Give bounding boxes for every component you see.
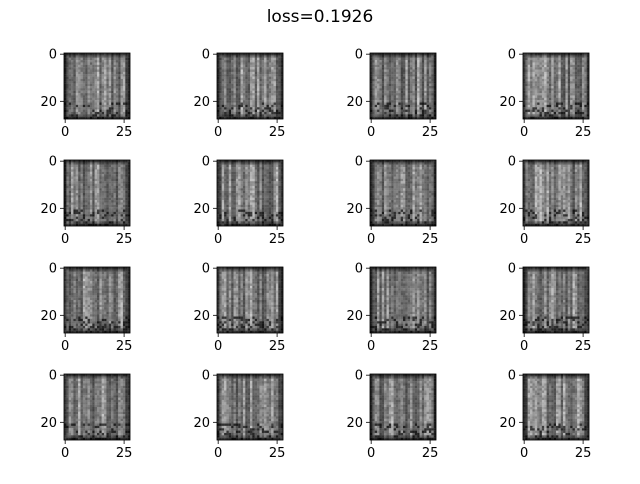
x-tick-label: 25 bbox=[269, 446, 286, 461]
generated-image bbox=[217, 53, 283, 119]
y-tick-label: 0 bbox=[49, 262, 57, 277]
y-tick-label: 0 bbox=[355, 369, 363, 384]
y-tick-label: 20 bbox=[40, 95, 57, 110]
generated-image bbox=[217, 374, 283, 440]
generated-image bbox=[370, 267, 436, 333]
generated-image bbox=[370, 53, 436, 119]
x-tick-label: 25 bbox=[269, 339, 286, 354]
x-tick-label: 0 bbox=[367, 339, 375, 354]
x-tick-label: 0 bbox=[367, 446, 375, 461]
y-tick-label: 0 bbox=[202, 262, 210, 277]
y-tick-label: 0 bbox=[202, 48, 210, 63]
x-tick-label: 0 bbox=[367, 232, 375, 247]
subplot-2-3: 0 25 0 20 bbox=[499, 262, 591, 354]
y-tick-label: 0 bbox=[49, 369, 57, 384]
x-tick-label: 0 bbox=[61, 125, 69, 140]
generated-image bbox=[370, 374, 436, 440]
x-tick-label: 0 bbox=[61, 232, 69, 247]
subplot-0-3: 0 25 0 20 bbox=[499, 48, 591, 140]
x-tick-label: 25 bbox=[422, 446, 439, 461]
x-tick-label: 25 bbox=[575, 339, 592, 354]
x-tick-label: 25 bbox=[575, 125, 592, 140]
subplot-1-0: 0 25 0 20 bbox=[40, 155, 132, 247]
x-tick-label: 25 bbox=[116, 125, 133, 140]
x-tick-label: 0 bbox=[214, 125, 222, 140]
y-tick-label: 20 bbox=[193, 202, 210, 217]
x-tick-label: 25 bbox=[116, 232, 133, 247]
x-tick-label: 0 bbox=[61, 446, 69, 461]
x-tick-label: 25 bbox=[422, 125, 439, 140]
subplot-2-2: 0 25 0 20 bbox=[346, 262, 438, 354]
subplot-0-0: 0 25 0 20 bbox=[40, 48, 132, 140]
x-tick-label: 25 bbox=[116, 446, 133, 461]
y-tick-label: 20 bbox=[40, 202, 57, 217]
y-tick-label: 0 bbox=[508, 155, 516, 170]
subplot-2-1: 0 25 0 20 bbox=[193, 262, 285, 354]
x-tick-label: 0 bbox=[214, 446, 222, 461]
x-tick-label: 0 bbox=[367, 125, 375, 140]
y-tick-label: 20 bbox=[193, 416, 210, 431]
y-tick-label: 0 bbox=[508, 48, 516, 63]
generated-image bbox=[217, 267, 283, 333]
subplot-0-2: 0 25 0 20 bbox=[346, 48, 438, 140]
y-tick-label: 0 bbox=[202, 155, 210, 170]
x-tick-label: 0 bbox=[520, 339, 528, 354]
subplot-3-1: 0 25 0 20 bbox=[193, 369, 285, 461]
subplot-1-3: 0 25 0 20 bbox=[499, 155, 591, 247]
generated-image bbox=[370, 160, 436, 226]
generated-image bbox=[523, 53, 589, 119]
subplot-1-1: 0 25 0 20 bbox=[193, 155, 285, 247]
generated-image bbox=[64, 267, 130, 333]
y-tick-label: 0 bbox=[202, 369, 210, 384]
x-tick-label: 0 bbox=[214, 232, 222, 247]
generated-image bbox=[523, 160, 589, 226]
x-tick-label: 0 bbox=[520, 232, 528, 247]
subplot-1-2: 0 25 0 20 bbox=[346, 155, 438, 247]
x-tick-label: 25 bbox=[422, 339, 439, 354]
x-tick-label: 25 bbox=[269, 232, 286, 247]
x-tick-label: 0 bbox=[214, 339, 222, 354]
subplot-0-1: 0 25 0 20 bbox=[193, 48, 285, 140]
figure-title: loss=0.1926 bbox=[0, 7, 640, 27]
y-tick-label: 20 bbox=[193, 309, 210, 324]
y-tick-label: 20 bbox=[193, 95, 210, 110]
subplot-3-0: 0 25 0 20 bbox=[40, 369, 132, 461]
x-tick-label: 0 bbox=[520, 446, 528, 461]
y-tick-label: 20 bbox=[346, 309, 363, 324]
y-tick-label: 20 bbox=[346, 95, 363, 110]
x-tick-label: 0 bbox=[520, 125, 528, 140]
y-tick-label: 20 bbox=[499, 202, 516, 217]
generated-image bbox=[217, 160, 283, 226]
y-tick-label: 0 bbox=[49, 48, 57, 63]
y-tick-label: 0 bbox=[355, 48, 363, 63]
y-tick-label: 20 bbox=[499, 416, 516, 431]
y-tick-label: 0 bbox=[355, 262, 363, 277]
generated-image bbox=[64, 374, 130, 440]
y-tick-label: 0 bbox=[49, 155, 57, 170]
x-tick-label: 25 bbox=[116, 339, 133, 354]
y-tick-label: 20 bbox=[40, 309, 57, 324]
y-tick-label: 20 bbox=[346, 416, 363, 431]
generated-image bbox=[523, 267, 589, 333]
y-tick-label: 0 bbox=[508, 262, 516, 277]
x-tick-label: 0 bbox=[61, 339, 69, 354]
y-tick-label: 20 bbox=[499, 309, 516, 324]
y-tick-label: 20 bbox=[346, 202, 363, 217]
y-tick-label: 20 bbox=[499, 95, 516, 110]
subplot-3-3: 0 25 0 20 bbox=[499, 369, 591, 461]
y-tick-label: 20 bbox=[40, 416, 57, 431]
y-tick-label: 0 bbox=[355, 155, 363, 170]
x-tick-label: 25 bbox=[575, 232, 592, 247]
subplot-3-2: 0 25 0 20 bbox=[346, 369, 438, 461]
generated-image bbox=[523, 374, 589, 440]
generated-image bbox=[64, 160, 130, 226]
x-tick-label: 25 bbox=[269, 125, 286, 140]
y-tick-label: 0 bbox=[508, 369, 516, 384]
subplot-2-0: 0 25 0 20 bbox=[40, 262, 132, 354]
generated-image bbox=[64, 53, 130, 119]
x-tick-label: 25 bbox=[422, 232, 439, 247]
x-tick-label: 25 bbox=[575, 446, 592, 461]
